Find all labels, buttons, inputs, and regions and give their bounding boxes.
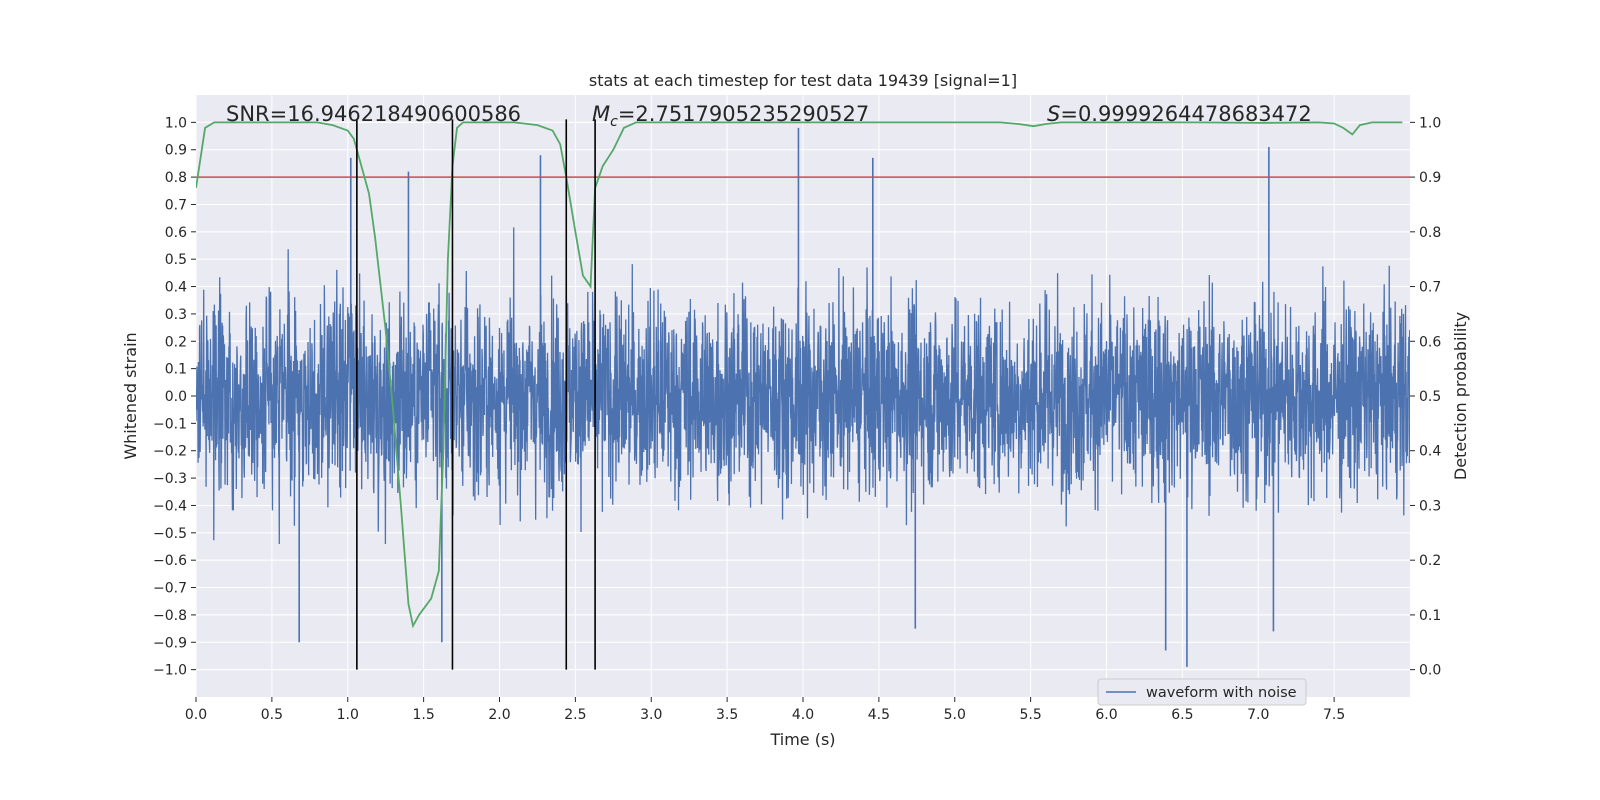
x-tick-label: 5.5 bbox=[1019, 707, 1041, 723]
y-axis-label: Whitened strain bbox=[121, 332, 140, 459]
y-tick-label: −0.5 bbox=[153, 526, 187, 542]
waveform-series bbox=[196, 127, 1410, 667]
mc-symbol: M bbox=[592, 102, 610, 126]
y-tick-label: −0.6 bbox=[153, 553, 187, 569]
x-tick-label: 0.0 bbox=[185, 707, 207, 723]
legend-box bbox=[1097, 678, 1307, 706]
mc-subscript: c bbox=[610, 114, 618, 130]
y2-tick-label: 0.6 bbox=[1419, 334, 1441, 350]
y2-tick-label: 0.1 bbox=[1419, 608, 1441, 624]
x-tick-label: 2.0 bbox=[488, 707, 510, 723]
x-tick-label: 7.5 bbox=[1323, 707, 1345, 723]
y2-tick-label: 0.2 bbox=[1419, 553, 1441, 569]
x-tick-label: 6.5 bbox=[1171, 707, 1193, 723]
x-tick-label: 1.5 bbox=[412, 707, 434, 723]
chirp-mass-annotation: Mc=2.7517905235290527 bbox=[592, 102, 869, 130]
x-tick-label: 1.0 bbox=[337, 707, 359, 723]
y2-tick-label: 1.0 bbox=[1419, 115, 1441, 131]
x-tick-label: 5.0 bbox=[944, 707, 966, 723]
plot-content bbox=[196, 119, 1410, 670]
y-tick-label: 1.0 bbox=[165, 115, 187, 131]
x-tick-label: 3.0 bbox=[640, 707, 662, 723]
y-tick-label: −0.2 bbox=[153, 444, 187, 460]
x-axis-label: Time (s) bbox=[769, 730, 835, 749]
detection-probability-line bbox=[196, 121, 1403, 629]
y2-tick-label: 0.5 bbox=[1419, 389, 1441, 405]
mc-value: =2.7517905235290527 bbox=[618, 102, 869, 126]
y-axis-ticks: −1.0 −0.9 −0.8 −0.7 −0.6 −0.5 −0.4 −0.3 −0.2 −0.1… bbox=[153, 115, 196, 679]
y-tick-label: −0.8 bbox=[153, 608, 187, 624]
y2-tick-label: 0.9 bbox=[1419, 170, 1441, 186]
y-tick-label: 0.9 bbox=[165, 143, 187, 159]
y-tick-label: 0.6 bbox=[165, 225, 187, 241]
x-axis-ticks: 0.0 0.5 1.0 1.5 2.0 2.5 3.0 3.5 4.0 4.5 5.0 5.5 6.0 6… bbox=[185, 697, 1345, 723]
y2-tick-label: 0.3 bbox=[1419, 498, 1441, 514]
x-tick-label: 7.0 bbox=[1247, 707, 1269, 723]
y-tick-label: −0.3 bbox=[153, 471, 187, 487]
y-tick-label: 0.5 bbox=[165, 252, 187, 268]
x-tick-label: 2.5 bbox=[564, 707, 586, 723]
x-tick-label: 4.0 bbox=[792, 707, 814, 723]
y-tick-label: 0.8 bbox=[165, 170, 187, 186]
y-tick-label: −0.1 bbox=[153, 416, 187, 432]
y-tick-label: 0.3 bbox=[165, 307, 187, 323]
s-annotation: S=0.9999264478683472 bbox=[1047, 102, 1312, 126]
y-tick-label: −1.0 bbox=[153, 663, 187, 679]
y-tick-label: −0.9 bbox=[153, 635, 187, 651]
y2-tick-label: 0.0 bbox=[1419, 663, 1441, 679]
y-tick-label: 0.1 bbox=[165, 362, 187, 378]
x-tick-label: 3.5 bbox=[716, 707, 738, 723]
overlay-lines bbox=[196, 119, 1410, 670]
chart-title: stats at each timestep for test data 194… bbox=[589, 71, 1017, 90]
y2-tick-label: 0.4 bbox=[1419, 444, 1441, 460]
y-tick-label: 0.4 bbox=[165, 280, 187, 296]
legend: waveform with noise bbox=[1097, 678, 1307, 706]
waveform-line bbox=[196, 227, 1410, 545]
legend-label: waveform with noise bbox=[1146, 685, 1297, 701]
y-tick-label: 0.7 bbox=[165, 197, 187, 213]
y-tick-label: 0.2 bbox=[165, 334, 187, 350]
y-tick-label: −0.7 bbox=[153, 581, 187, 597]
snr-annotation: SNR=16.946218490600586 bbox=[226, 102, 521, 126]
x-tick-label: 6.0 bbox=[1095, 707, 1117, 723]
y2-axis-ticks: 0.0 0.1 0.2 0.3 0.4 0.5 0.6 0.7 0.8 0.9 1.0 bbox=[1410, 115, 1441, 679]
x-tick-label: 4.5 bbox=[868, 707, 890, 723]
s-value: =0.9999264478683472 bbox=[1060, 102, 1311, 126]
y2-tick-label: 0.7 bbox=[1419, 280, 1441, 296]
y-tick-label: −0.4 bbox=[153, 498, 187, 514]
x-tick-label: 0.5 bbox=[261, 707, 283, 723]
y2-tick-label: 0.8 bbox=[1419, 225, 1441, 241]
s-symbol: S bbox=[1047, 102, 1060, 126]
y2-axis-label: Detection probability bbox=[1451, 312, 1470, 480]
y-tick-label: 0.0 bbox=[165, 389, 187, 405]
